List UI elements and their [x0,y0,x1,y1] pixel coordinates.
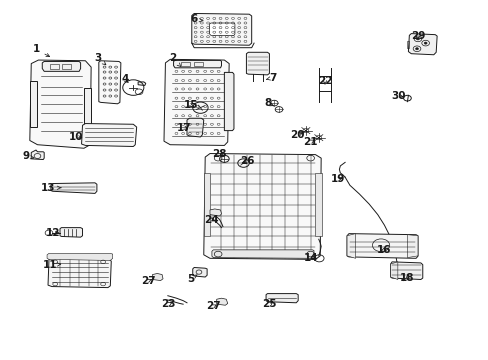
Text: 15: 15 [183,100,198,110]
Text: 5: 5 [187,274,197,284]
Polygon shape [60,228,82,237]
Text: 3: 3 [95,53,105,65]
Text: 14: 14 [304,253,318,263]
Text: 30: 30 [391,91,405,101]
Text: 24: 24 [203,215,218,225]
Text: 25: 25 [262,299,276,309]
Polygon shape [315,173,322,237]
Polygon shape [81,123,137,147]
Polygon shape [47,253,112,260]
Text: 16: 16 [376,245,391,255]
Text: 13: 13 [41,183,61,193]
Text: 9: 9 [23,151,34,161]
Text: 21: 21 [303,137,317,147]
Polygon shape [265,294,298,303]
Polygon shape [30,60,91,148]
Polygon shape [42,62,81,71]
Polygon shape [203,154,321,259]
Text: 12: 12 [45,228,60,238]
Polygon shape [31,150,44,159]
Text: 17: 17 [177,123,191,133]
Polygon shape [209,209,221,216]
Polygon shape [173,60,221,68]
Polygon shape [163,59,229,145]
Polygon shape [216,298,227,305]
Text: 10: 10 [68,132,83,142]
Text: 2: 2 [169,53,181,67]
Text: 20: 20 [289,130,304,140]
Text: 6: 6 [190,14,203,24]
Polygon shape [246,52,269,75]
Polygon shape [211,250,313,258]
Polygon shape [99,61,121,104]
Text: 27: 27 [141,275,156,285]
Polygon shape [209,23,234,35]
Polygon shape [346,234,355,258]
Text: 18: 18 [399,273,414,283]
Text: 4: 4 [121,75,128,85]
Circle shape [424,42,426,44]
Polygon shape [138,82,145,85]
Circle shape [415,48,418,50]
Polygon shape [390,262,397,279]
Polygon shape [407,235,417,258]
Text: 22: 22 [317,76,331,86]
Polygon shape [224,72,233,131]
Text: 7: 7 [266,73,276,83]
Text: 19: 19 [330,174,345,184]
Text: 28: 28 [212,149,226,158]
Polygon shape [390,262,422,279]
Text: 29: 29 [410,31,424,41]
Polygon shape [192,267,207,277]
Polygon shape [346,234,417,258]
Polygon shape [51,183,97,193]
Polygon shape [203,173,209,237]
Polygon shape [191,13,251,45]
Text: 26: 26 [239,156,254,166]
Polygon shape [152,274,163,280]
Polygon shape [407,33,436,55]
Polygon shape [30,81,38,127]
Text: 27: 27 [205,301,220,311]
Text: 23: 23 [161,299,176,309]
Text: 8: 8 [264,98,273,108]
Polygon shape [48,258,111,288]
Text: 1: 1 [32,45,49,57]
Polygon shape [186,118,203,137]
Text: 11: 11 [43,260,61,270]
Circle shape [416,38,419,40]
Polygon shape [84,88,91,131]
